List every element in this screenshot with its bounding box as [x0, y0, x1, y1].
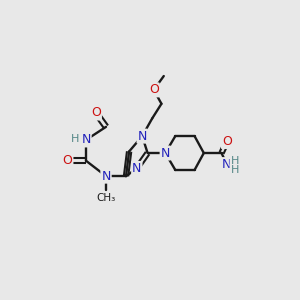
- Text: N: N: [222, 158, 232, 171]
- Text: N: N: [81, 134, 91, 146]
- Text: N: N: [132, 162, 142, 175]
- Text: N: N: [101, 169, 111, 183]
- Text: H: H: [230, 165, 239, 175]
- Text: H: H: [71, 134, 80, 144]
- Text: CH₃: CH₃: [96, 193, 116, 203]
- Text: H: H: [230, 156, 239, 166]
- Text: N: N: [137, 130, 147, 142]
- Text: O: O: [149, 83, 159, 96]
- Text: O: O: [91, 106, 101, 119]
- Text: N: N: [160, 146, 170, 160]
- Text: O: O: [222, 135, 232, 148]
- Text: O: O: [63, 154, 72, 167]
